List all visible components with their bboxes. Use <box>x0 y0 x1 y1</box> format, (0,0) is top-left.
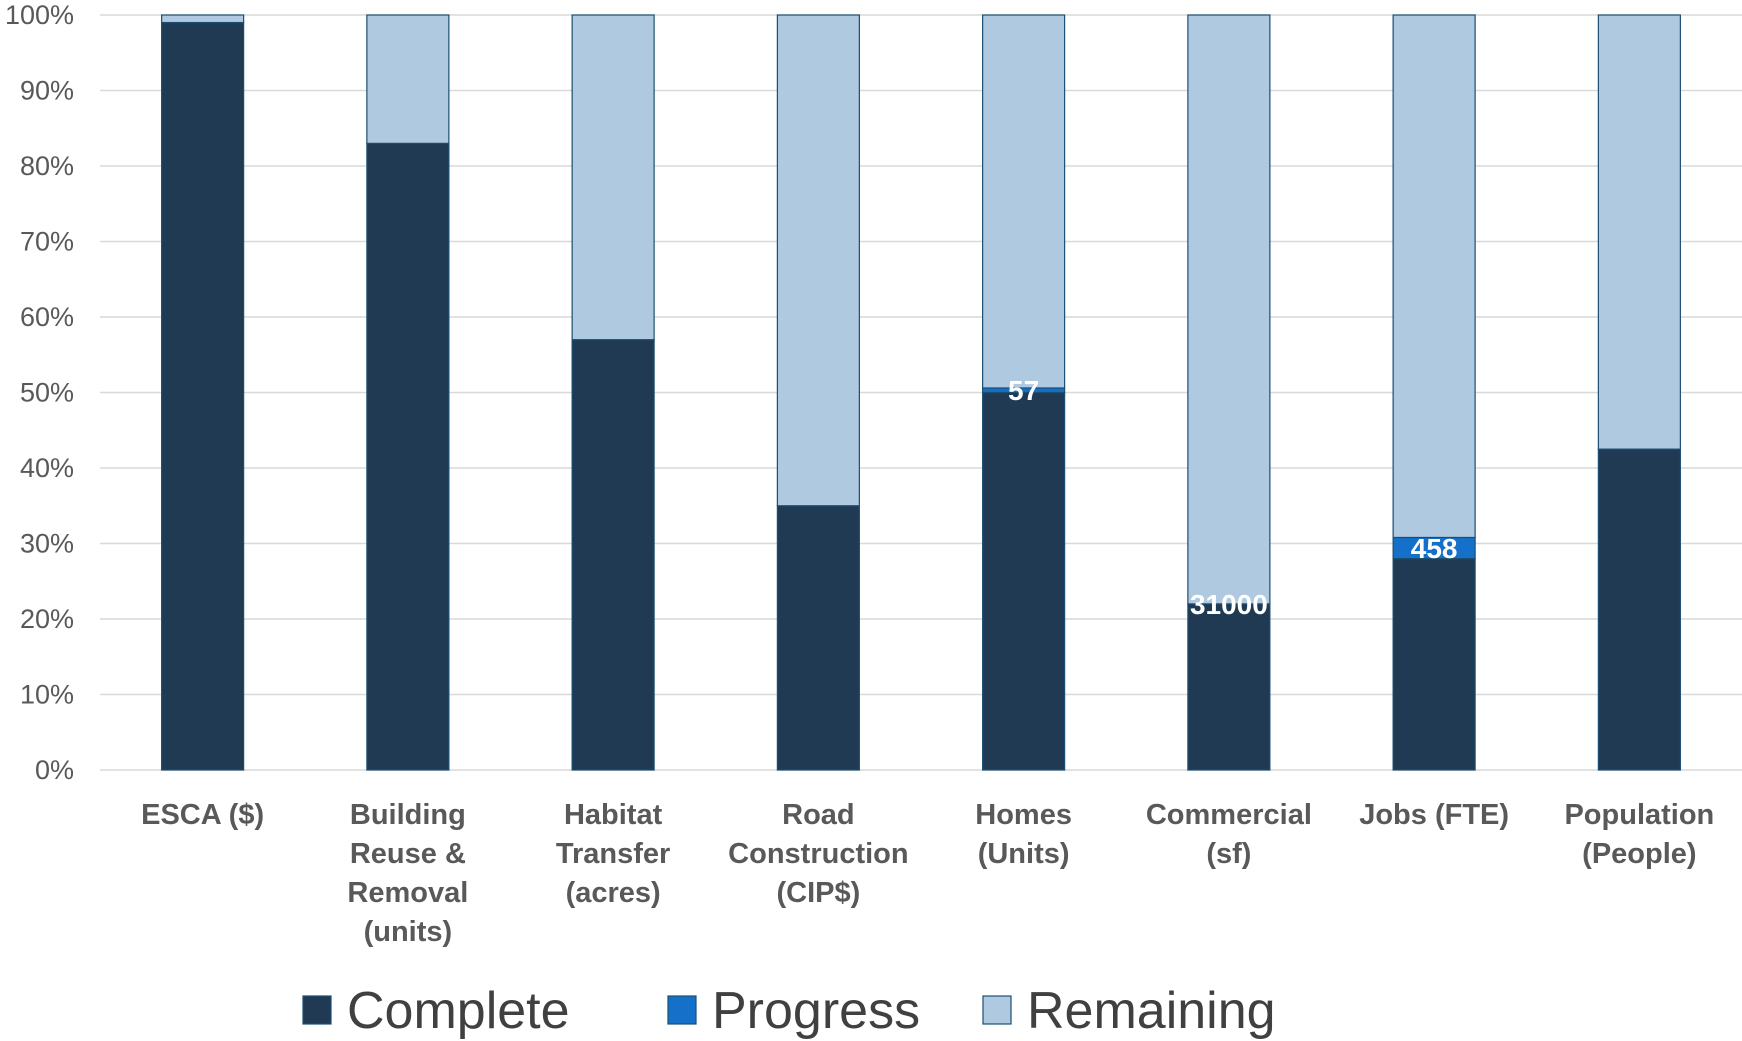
legend-swatch-remaining <box>982 995 1012 1025</box>
x-axis-category-labels: ESCA ($) Building Reuse & Removal (units) Hab… <box>141 799 1714 948</box>
data-label: 458 <box>1411 533 1458 564</box>
legend-swatch-complete <box>302 995 332 1025</box>
data-labels: 57 31000 458 <box>1008 375 1457 620</box>
bar-segment-complete <box>982 391 1066 771</box>
bar-segment-complete <box>366 142 450 771</box>
y-tick-label: 0% <box>35 755 74 785</box>
x-category-label: Habitat Transfer (acres) <box>556 799 670 909</box>
legend-label-progress: Progress <box>712 982 920 1040</box>
x-category-label: ESCA ($) <box>141 799 264 831</box>
data-label: 31000 <box>1190 589 1268 620</box>
legend-label-remaining: Remaining <box>1027 982 1276 1040</box>
legend-label-complete: Complete <box>347 982 570 1040</box>
x-category-label: Population (People) <box>1564 799 1714 870</box>
y-tick-label: 60% <box>20 302 74 332</box>
data-label: 57 <box>1008 375 1039 406</box>
y-tick-label: 30% <box>20 529 74 559</box>
bar-segment-complete <box>1187 603 1271 771</box>
bar-segment-remaining <box>1187 14 1271 605</box>
bar-segment-remaining <box>366 14 450 144</box>
y-tick-label: 100% <box>5 0 74 30</box>
y-tick-label: 10% <box>20 680 74 710</box>
bar-segment-remaining <box>1392 14 1476 539</box>
bar-segment-complete <box>1392 557 1476 771</box>
legend: Complete Progress Remaining <box>302 982 1276 1040</box>
y-tick-label: 40% <box>20 453 74 483</box>
bar-segment-complete <box>776 505 860 771</box>
y-tick-label: 90% <box>20 76 74 106</box>
gridlines <box>100 14 1742 771</box>
bar-segment-remaining <box>571 14 655 341</box>
x-category-label: Road Construction (CIP$) <box>728 799 908 909</box>
bar-segment-remaining <box>982 14 1066 389</box>
bar-segment-remaining <box>161 14 245 24</box>
bar-segment-complete <box>571 339 655 771</box>
x-category-label: Commercial (sf) <box>1146 799 1312 870</box>
y-tick-label: 80% <box>20 151 74 181</box>
x-category-label: Jobs (FTE) <box>1359 799 1509 831</box>
y-tick-label: 20% <box>20 604 74 634</box>
bars <box>161 14 1681 771</box>
bar-segment-remaining <box>1597 14 1681 450</box>
bar-segment-remaining <box>776 14 860 507</box>
x-category-label: Building Reuse & Removal (units) <box>347 799 468 948</box>
bar-segment-complete <box>161 21 245 771</box>
x-category-label: Homes (Units) <box>975 799 1072 870</box>
y-axis-tick-labels: 0% 10% 20% 30% 40% 50% 60% 70% 80% 90% 100% <box>5 0 74 785</box>
legend-swatch-progress <box>667 995 697 1025</box>
y-tick-label: 70% <box>20 227 74 257</box>
bar-segment-complete <box>1597 448 1681 771</box>
y-tick-label: 50% <box>20 378 74 408</box>
